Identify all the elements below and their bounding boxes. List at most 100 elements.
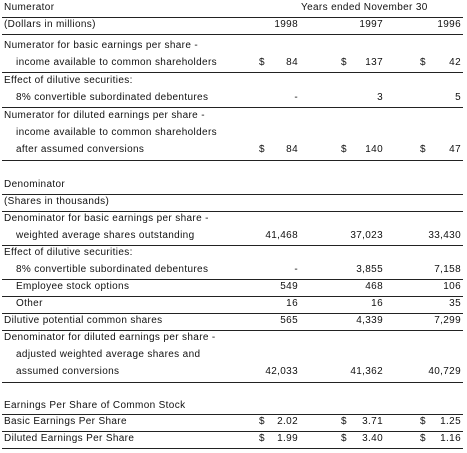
eps-header-row: Earnings Per Share of Common Stock <box>2 398 463 414</box>
row-label: Denominator for basic earnings per share… <box>4 213 209 224</box>
value-1996: 7,299 <box>434 315 461 326</box>
value-1996: 1.16 <box>440 433 461 444</box>
row-label: Denominator for diluted earnings per sha… <box>4 332 216 343</box>
value-1998: 1.99 <box>277 433 298 444</box>
divider <box>2 431 463 432</box>
value-1996: 47 <box>449 144 461 155</box>
denominator-convertible-row: 8% convertible subordinated debentures -… <box>2 262 463 278</box>
divider <box>2 382 463 383</box>
value-1997: 140 <box>365 144 383 155</box>
denominator-diluted-row: assumed conversions 42,033 41,362 40,729 <box>2 364 463 380</box>
year-1997: 1997 <box>359 19 383 30</box>
row-label: Numerator for basic earnings per share - <box>4 40 199 51</box>
denominator-units-row: (Shares in thousands) <box>2 194 463 210</box>
dollar-sign: $ <box>259 416 265 427</box>
dollar-sign: $ <box>341 144 347 155</box>
numerator-diluted-label-row: income available to common shareholders <box>2 125 463 141</box>
divider <box>2 107 463 108</box>
denominator-dilutive-label-row: Effect of dilutive securities: <box>2 245 463 261</box>
numerator-units: (Dollars in millions) <box>4 19 96 30</box>
value-1997: 16 <box>371 298 383 309</box>
divider <box>2 330 463 331</box>
value-1996: 35 <box>449 298 461 309</box>
divider <box>2 245 463 246</box>
row-label: 8% convertible subordinated debentures <box>16 264 209 275</box>
divider <box>2 211 463 212</box>
divider <box>2 296 463 297</box>
value-1998: 549 <box>280 281 298 292</box>
value-1998: 84 <box>286 144 298 155</box>
divider <box>2 17 463 18</box>
denominator-units: (Shares in thousands) <box>4 196 110 207</box>
denominator-diluted-label-row: Denominator for diluted earnings per sha… <box>2 330 463 346</box>
value-1997: 3.40 <box>362 433 383 444</box>
value-1998: 16 <box>286 298 298 309</box>
value-1996: 42 <box>449 57 461 68</box>
row-label: Effect of dilutive securities: <box>4 75 133 86</box>
eps-title: Earnings Per Share of Common Stock <box>4 400 186 411</box>
value-1998: 2.02 <box>277 416 298 427</box>
value-1998: 42,033 <box>265 366 298 377</box>
row-label: 8% convertible subordinated debentures <box>16 92 209 103</box>
denominator-basic-row: weighted average shares outstanding 41,4… <box>2 228 463 244</box>
value-1996: 7,158 <box>434 264 461 275</box>
value-1996: 33,430 <box>428 230 461 241</box>
period-header: Years ended November 30 <box>301 2 428 13</box>
divider <box>2 160 463 161</box>
row-label: Employee stock options <box>16 281 130 292</box>
dollar-sign: $ <box>420 416 426 427</box>
units-row: (Dollars in millions) 1998 1997 1996 <box>2 17 463 33</box>
dollar-sign: $ <box>420 144 426 155</box>
value-1997: 3,855 <box>356 264 383 275</box>
divider <box>2 279 463 280</box>
value-1997: 37,023 <box>350 230 383 241</box>
numerator-header-row: Numerator Years ended November 30 <box>2 0 463 16</box>
row-label: adjusted weighted average shares and <box>16 349 201 360</box>
row-label: after assumed conversions <box>16 144 145 155</box>
numerator-convertible-row: 8% convertible subordinated debentures -… <box>2 90 463 106</box>
dollar-sign: $ <box>420 57 426 68</box>
dollar-sign: $ <box>259 57 265 68</box>
numerator-diluted-row: after assumed conversions $ 84 $ 140 $ 4… <box>2 142 463 158</box>
row-label: Dilutive potential common shares <box>4 315 163 326</box>
denominator-header-row: Denominator <box>2 177 463 193</box>
eps-diluted-row: Diluted Earnings Per Share $ 1.99 $ 3.40… <box>2 431 463 447</box>
row-label: Numerator for diluted earnings per share… <box>4 110 205 121</box>
denominator-title: Denominator <box>4 179 66 190</box>
row-label: Other <box>16 298 43 309</box>
value-1996: 106 <box>443 281 461 292</box>
numerator-title: Numerator <box>4 2 55 13</box>
row-label: weighted average shares outstanding <box>16 230 195 241</box>
numerator-diluted-label-row: Numerator for diluted earnings per share… <box>2 108 463 124</box>
denominator-other-row: Other 16 16 35 <box>2 296 463 312</box>
divider <box>2 448 463 449</box>
eps-basic-row: Basic Earnings Per Share $ 2.02 $ 3.71 $… <box>2 414 463 430</box>
value-1997: 468 <box>365 281 383 292</box>
numerator-dilutive-label-row: Effect of dilutive securities: <box>2 73 463 89</box>
row-label: Diluted Earnings Per Share <box>4 433 135 444</box>
denominator-basic-label-row: Denominator for basic earnings per share… <box>2 211 463 227</box>
row-label: income available to common shareholders <box>16 127 217 138</box>
value-1998: 41,468 <box>265 230 298 241</box>
dollar-sign: $ <box>259 144 265 155</box>
year-1996: 1996 <box>437 19 461 30</box>
divider <box>2 34 463 35</box>
denominator-diluted-label-row: adjusted weighted average shares and <box>2 347 463 363</box>
dollar-sign: $ <box>420 433 426 444</box>
value-1996: 5 <box>455 92 461 103</box>
value-1997: 4,339 <box>356 315 383 326</box>
value-1997: 137 <box>365 57 383 68</box>
denominator-options-row: Employee stock options 549 468 106 <box>2 279 463 295</box>
value-1998: - <box>294 264 298 275</box>
value-1998: - <box>294 92 298 103</box>
value-1998: 565 <box>280 315 298 326</box>
value-1996: 40,729 <box>428 366 461 377</box>
dollar-sign: $ <box>341 416 347 427</box>
divider <box>2 313 463 314</box>
divider <box>2 194 463 195</box>
value-1996: 1.25 <box>440 416 461 427</box>
row-label: Effect of dilutive securities: <box>4 247 133 258</box>
row-label: Basic Earnings Per Share <box>4 416 127 427</box>
row-label: income available to common shareholders <box>16 57 217 68</box>
year-1998: 1998 <box>274 19 298 30</box>
